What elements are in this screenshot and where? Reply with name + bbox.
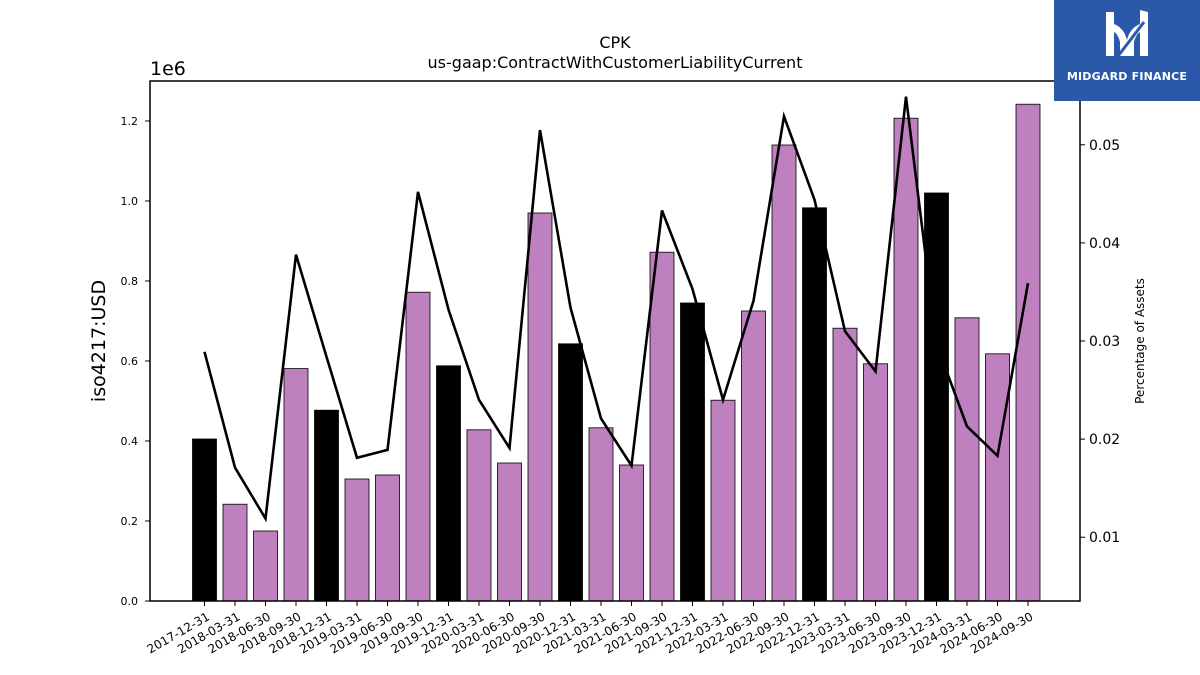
y-axis-label: iso4217:USD bbox=[88, 280, 110, 402]
y2-tick-label: 0.02 bbox=[1089, 432, 1120, 448]
y2-tick-label: 0.03 bbox=[1089, 334, 1120, 350]
bar bbox=[710, 399, 736, 602]
y-tick-label: 0.4 bbox=[121, 435, 139, 448]
bar bbox=[405, 291, 431, 602]
bar bbox=[1015, 103, 1041, 602]
bar bbox=[649, 251, 675, 602]
midgard-finance-logo: MIDGARD FINANCE bbox=[1054, 0, 1200, 101]
y2-tick-label: 0.05 bbox=[1089, 138, 1120, 154]
bar bbox=[558, 343, 583, 602]
midgard-logo-icon bbox=[1106, 10, 1148, 65]
y-tick-label: 0.6 bbox=[121, 355, 139, 368]
line-series bbox=[203, 96, 1030, 523]
bar bbox=[771, 144, 797, 602]
bar bbox=[314, 409, 339, 602]
bar bbox=[497, 462, 522, 602]
y-tick-label: 1.0 bbox=[121, 195, 139, 208]
y-tick-label: 0.2 bbox=[121, 515, 139, 528]
bar bbox=[466, 429, 492, 602]
bar bbox=[222, 503, 248, 602]
bar bbox=[192, 438, 217, 602]
bar bbox=[985, 353, 1010, 602]
bar bbox=[527, 212, 553, 602]
bar bbox=[680, 302, 705, 602]
bar bbox=[832, 327, 858, 602]
bar bbox=[344, 478, 370, 602]
bar bbox=[588, 427, 614, 602]
y-tick-label: 0.0 bbox=[121, 595, 139, 608]
y2-tick-label: 0.01 bbox=[1089, 530, 1120, 546]
bar bbox=[283, 368, 309, 602]
y2-axis-label: Percentage of Assets bbox=[1133, 278, 1147, 404]
bar bbox=[253, 530, 278, 602]
bar bbox=[619, 464, 644, 602]
chart-title: CPK bbox=[599, 33, 631, 52]
bar bbox=[954, 317, 980, 602]
bar bbox=[741, 310, 766, 602]
y2-tick-label: 0.04 bbox=[1089, 236, 1120, 252]
y-offset-label: 1e6 bbox=[150, 58, 186, 80]
y-tick-label: 1.2 bbox=[121, 115, 139, 128]
bar bbox=[436, 365, 461, 602]
bar bbox=[924, 192, 949, 602]
bar bbox=[375, 474, 400, 602]
bar bbox=[802, 207, 827, 602]
chart-subtitle: us-gaap:ContractWithCustomerLiabilityCur… bbox=[428, 53, 803, 72]
logo-text: MIDGARD FINANCE bbox=[1066, 70, 1188, 83]
y-tick-label: 0.8 bbox=[121, 275, 139, 288]
bar bbox=[893, 117, 919, 602]
bar bbox=[863, 363, 888, 602]
